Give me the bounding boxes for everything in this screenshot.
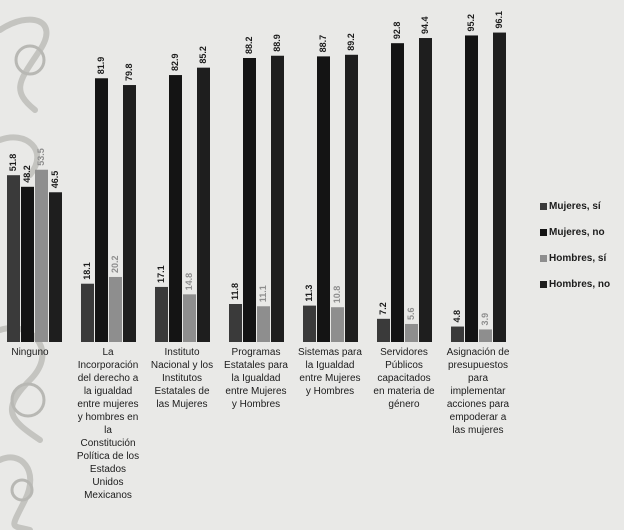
value-label-layer: 51.8 18.1 17.1 11.8 11.3 7.2 4.8 48.2 81.9 82.9 88…: [8, 11, 504, 325]
bar-s0-c2: [155, 286, 168, 342]
value-label-s0-c2: 17.1: [156, 265, 166, 283]
value-label-s1-c3: 88.2: [244, 36, 254, 54]
legend-label-hombres-no: Hombres, no: [549, 279, 611, 290]
value-label-s1-c6: 95.2: [466, 14, 476, 32]
value-label-s0-c4: 11.3: [304, 285, 314, 302]
category-label-sistemas: Sistemas para la Igualdad entre Mujeres …: [298, 347, 362, 397]
legend-label-mujeres-si: Mujeres, sí: [549, 201, 601, 212]
category-label-programas: Programas Estatales para la Igualdad ent…: [224, 347, 288, 410]
value-label-s1-c1: 81.9: [96, 57, 106, 75]
legend-item-mujeres-no: Mujeres, no: [540, 226, 610, 239]
bar-s2-c2: [183, 294, 196, 342]
category-label-presupuestos: Asignación de presupuestos para implemen…: [446, 347, 510, 436]
value-label-s0-c6: 4.8: [452, 310, 462, 323]
bar-s2-c3: [257, 306, 270, 342]
value-label-s1-c2: 82.9: [170, 54, 180, 72]
bars-layer: [7, 32, 506, 343]
bar-s2-c5: [405, 323, 418, 342]
bar-s3-c4: [345, 54, 358, 342]
value-label-s3-c2: 85.2: [198, 46, 208, 64]
legend-item-mujeres-si: Mujeres, sí: [540, 200, 610, 213]
legend-label-mujeres-no: Mujeres, no: [549, 227, 605, 238]
legend-swatch-hombres-si: [540, 255, 547, 262]
legend-swatch-hombres-no: [540, 281, 547, 288]
value-label-s3-c1: 79.8: [124, 64, 134, 82]
bar-s3-c2: [197, 67, 210, 342]
bar-s1-c0: [21, 186, 34, 342]
value-label-s3-c3: 88.9: [272, 34, 282, 52]
value-label-s1-c4: 88.7: [318, 35, 328, 53]
bar-s0-c5: [377, 318, 390, 342]
value-label-s0-c5: 7.2: [378, 302, 388, 315]
legend-swatch-mujeres-si: [540, 203, 547, 210]
value-label-s2-c2: 14.8: [184, 273, 194, 291]
value-label-s1-c5: 92.8: [392, 22, 402, 40]
value-label-s2-c6: 3.9: [480, 313, 490, 326]
value-label-s0-c0: 51.8: [8, 154, 18, 172]
value-label-s2-c4: 10.8: [332, 286, 342, 304]
category-label-instituto: Instituto Nacional y los Institutos Esta…: [150, 347, 214, 410]
bar-s1-c4: [317, 56, 330, 343]
category-label-servidores: Servidores Públicos capacitados en mater…: [373, 347, 435, 410]
bar-s1-c1: [95, 78, 108, 343]
value-label-s0-c3: 11.8: [230, 283, 240, 300]
value-label-s3-c0: 46.5: [50, 171, 60, 189]
bar-s3-c0: [49, 192, 62, 342]
legend-item-hombres-no: Hombres, no: [540, 278, 610, 291]
bar-s3-c5: [419, 38, 432, 342]
legend-item-hombres-si: Hombres, sí: [540, 252, 610, 265]
bar-s0-c6: [451, 326, 464, 342]
value-label-s2-c5: 5.6: [406, 307, 416, 320]
value-label-s3-c5: 94.4: [420, 17, 430, 35]
bar-s2-c6: [479, 329, 492, 342]
bar-s1-c5: [391, 43, 404, 343]
legend-label-hombres-si: Hombres, sí: [549, 253, 607, 264]
category-label-ninguno: Ninguno: [11, 347, 49, 358]
value-label-s1-c0: 48.2: [22, 165, 32, 183]
bar-s2-c1: [109, 276, 122, 342]
legend-swatch-mujeres-no: [540, 229, 547, 236]
bar-s0-c0: [7, 175, 20, 342]
bar-s1-c3: [243, 57, 256, 342]
bar-s3-c1: [123, 85, 136, 342]
bar-s3-c3: [271, 55, 284, 342]
value-label-s0-c1: 18.1: [82, 262, 92, 280]
value-label-s2-c0: 53.5: [36, 148, 46, 166]
bar-s0-c1: [81, 283, 94, 342]
bar-s1-c2: [169, 75, 182, 342]
bar-s2-c4: [331, 307, 344, 342]
bar-s0-c3: [229, 304, 242, 342]
value-label-s3-c6: 96.1: [494, 11, 504, 29]
bar-s0-c4: [303, 305, 316, 342]
category-label-constitucion: La Incorporación del derecho a la iguald…: [76, 347, 140, 501]
value-label-s2-c1: 20.2: [110, 255, 120, 273]
bar-s2-c0: [35, 169, 48, 342]
legend: Mujeres, sí Mujeres, no Hombres, sí Homb…: [540, 200, 610, 304]
bar-s3-c6: [493, 32, 506, 343]
value-label-s3-c4: 89.2: [346, 33, 356, 51]
value-label-s2-c3: 11.1: [258, 285, 268, 302]
bar-s1-c6: [465, 35, 478, 343]
